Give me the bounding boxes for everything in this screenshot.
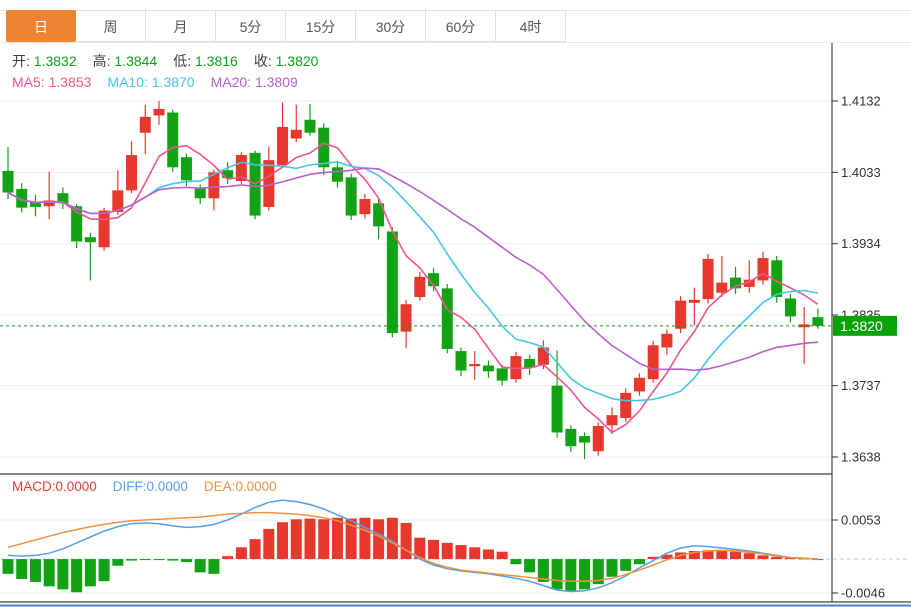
diff-line bbox=[7, 499, 818, 593]
y-axis-labels: 1.41321.40331.39341.38351.37371.36380.00… bbox=[832, 94, 885, 601]
ohlc-low: 低: 1.3816 bbox=[173, 53, 238, 69]
timeframe-tabbar: 日 周 月 5分 15分 30分 60分 4时 bbox=[6, 10, 566, 42]
dea-value: DEA:0.0000 bbox=[203, 479, 277, 494]
ma10-line bbox=[7, 161, 819, 402]
ohlc-close: 收: 1.3820 bbox=[253, 53, 319, 69]
ohlc-high: 高: 1.3844 bbox=[92, 53, 158, 69]
tab-30min[interactable]: 30分 bbox=[356, 10, 426, 42]
tab-4hour[interactable]: 4时 bbox=[496, 10, 566, 42]
svg-text:1.3638: 1.3638 bbox=[841, 450, 881, 465]
ma10-legend: MA10: 1.3870 bbox=[107, 74, 195, 90]
ma5-line bbox=[7, 142, 819, 434]
tab-5min[interactable]: 5分 bbox=[216, 10, 286, 42]
svg-text:1.3934: 1.3934 bbox=[841, 236, 881, 251]
svg-text:1.4132: 1.4132 bbox=[841, 94, 881, 109]
tab-15min[interactable]: 15分 bbox=[286, 10, 356, 42]
ma-legend: MA5: 1.3853 MA10: 1.3870 MA20: 1.3809 bbox=[12, 74, 314, 90]
ma20-line bbox=[7, 167, 818, 372]
tab-month[interactable]: 月 bbox=[146, 10, 216, 42]
svg-text:1.4033: 1.4033 bbox=[841, 165, 881, 180]
ohlc-legend: 开: 1.3832 高: 1.3844 低: 1.3816 收: 1.3820 bbox=[12, 51, 334, 71]
candlestick-series bbox=[2, 101, 824, 460]
last-price-badge bbox=[833, 315, 897, 336]
tab-60min[interactable]: 60分 bbox=[426, 10, 496, 42]
gridlines bbox=[0, 100, 832, 594]
ohlc-open: 开: 1.3832 bbox=[12, 53, 77, 69]
last-price-badge-text: 1.3820 bbox=[840, 318, 883, 334]
diff-value: DIFF:0.0000 bbox=[112, 479, 188, 494]
tab-day[interactable]: 日 bbox=[6, 10, 76, 42]
svg-text:1.3737: 1.3737 bbox=[841, 378, 881, 393]
macd-histogram bbox=[2, 517, 824, 593]
tab-week[interactable]: 周 bbox=[76, 10, 146, 42]
tabbar-bottom-rule bbox=[0, 42, 911, 43]
ma5-legend: MA5: 1.3853 bbox=[12, 74, 92, 90]
macd-legend: MACD:0.0000 DIFF:0.0000 DEA:0.0000 bbox=[12, 479, 293, 494]
ma20-legend: MA20: 1.3809 bbox=[210, 74, 298, 90]
svg-text:-0.0046: -0.0046 bbox=[841, 586, 885, 601]
dea-line bbox=[7, 511, 818, 582]
macd-value: MACD:0.0000 bbox=[12, 479, 97, 494]
svg-text:0.0053: 0.0053 bbox=[841, 513, 881, 528]
